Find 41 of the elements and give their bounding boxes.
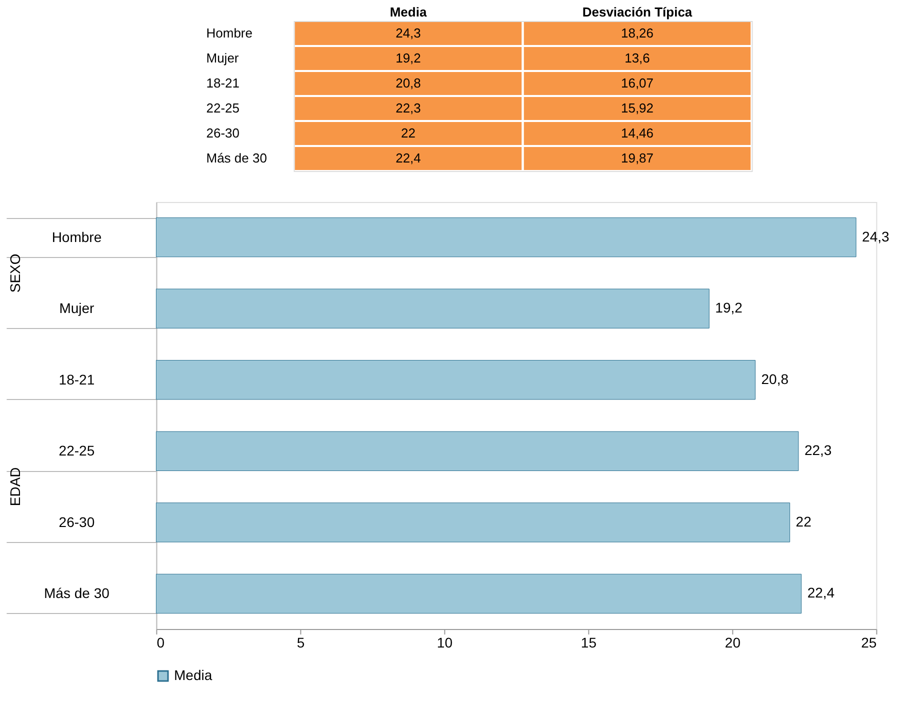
category-label: 22-25 bbox=[206, 100, 240, 116]
y-tick-label: Más de 30 bbox=[44, 585, 110, 602]
x-tick-label: 25 bbox=[861, 634, 877, 650]
y-tick-label: Mujer bbox=[59, 300, 95, 316]
category-label: Más de 30 bbox=[206, 150, 267, 166]
category-label: Hombre bbox=[206, 26, 252, 40]
category-label: Media bbox=[390, 4, 428, 20]
y-tick-label: 22-25 bbox=[58, 442, 95, 459]
category-label: Desviación Típica bbox=[582, 4, 693, 20]
y-tick-label: Hombre bbox=[52, 228, 102, 245]
data-label: 19,2 bbox=[715, 300, 743, 316]
data-label: 22,4 bbox=[807, 584, 835, 601]
text: 13,6 bbox=[624, 50, 650, 66]
text: 19,2 bbox=[396, 50, 421, 66]
data-label: 20,8 bbox=[761, 370, 789, 387]
text: 14,46 bbox=[620, 126, 654, 140]
x-tick-label: 5 bbox=[296, 634, 305, 650]
text: 16,07 bbox=[620, 76, 654, 90]
text: 22 bbox=[401, 126, 416, 140]
data-label: 22 bbox=[796, 513, 812, 530]
text: 18,26 bbox=[620, 26, 654, 40]
text: 20,8 bbox=[396, 76, 421, 90]
y-tick-label: 26-30 bbox=[58, 514, 95, 530]
legend-label: Media bbox=[174, 667, 212, 683]
text: 22,3 bbox=[396, 100, 421, 116]
y-tick-label: 18-21 bbox=[58, 371, 95, 388]
text: EDAD bbox=[7, 467, 24, 506]
category-label: 18-21 bbox=[206, 76, 240, 90]
text: 24,3 bbox=[396, 26, 421, 40]
x-tick-label: 0 bbox=[156, 634, 165, 650]
text: 22,4 bbox=[396, 150, 421, 166]
x-tick-label: 20 bbox=[724, 634, 741, 650]
x-tick-label: 15 bbox=[580, 634, 597, 650]
x-tick-label: 10 bbox=[436, 634, 453, 650]
text: SEXO bbox=[7, 254, 24, 293]
category-label: 26-30 bbox=[206, 126, 240, 140]
text: 15,92 bbox=[620, 100, 654, 116]
category-label: Mujer bbox=[206, 50, 239, 66]
data-label: 22,3 bbox=[804, 442, 832, 458]
text: 19,87 bbox=[620, 150, 654, 166]
data-label: 24,3 bbox=[862, 228, 890, 244]
